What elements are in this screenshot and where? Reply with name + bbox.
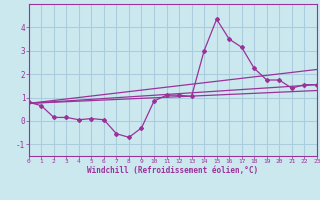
X-axis label: Windchill (Refroidissement éolien,°C): Windchill (Refroidissement éolien,°C) (87, 166, 258, 175)
